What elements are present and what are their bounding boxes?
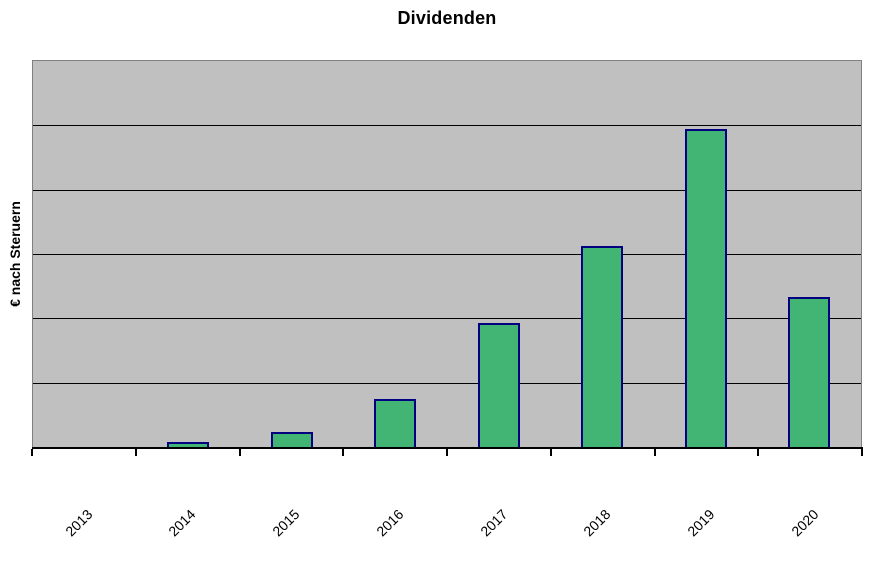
bar-2017 xyxy=(477,323,520,447)
gridline xyxy=(33,318,861,320)
bar-2018 xyxy=(581,246,624,447)
x-axis-labels: 2013 2014 2015 2016 2017 2018 2019 2020 xyxy=(32,448,862,568)
x-tick xyxy=(134,449,137,456)
x-label-text: 2020 xyxy=(788,506,822,540)
x-axis-ticks xyxy=(31,449,863,457)
x-label-text: 2019 xyxy=(684,506,718,540)
x-label-text: 2013 xyxy=(61,506,96,540)
x-label-text: 2016 xyxy=(373,506,407,540)
x-tick xyxy=(757,449,760,456)
x-label-text: 2017 xyxy=(476,506,511,540)
bar-2016 xyxy=(374,399,417,447)
gridline xyxy=(33,189,861,191)
x-label-text: 2015 xyxy=(269,506,303,540)
bar-2020 xyxy=(788,297,831,447)
plot-area xyxy=(32,60,862,448)
x-tick xyxy=(342,449,345,456)
y-axis-label: € nach Steruern xyxy=(7,201,23,307)
x-tick xyxy=(238,449,241,456)
bar-2014 xyxy=(167,441,210,447)
x-tick xyxy=(31,449,33,456)
gridline xyxy=(33,382,861,384)
gridline xyxy=(33,125,861,127)
x-label-text: 2018 xyxy=(580,506,614,540)
gridline xyxy=(33,254,861,255)
x-tick xyxy=(861,449,863,456)
x-tick xyxy=(446,449,448,456)
x-tick xyxy=(549,449,552,456)
chart-title: Dividenden xyxy=(397,8,497,28)
x-label-text: 2014 xyxy=(165,506,199,540)
x-tick xyxy=(653,449,656,456)
bar-2015 xyxy=(270,432,313,447)
bar-2019 xyxy=(684,128,727,447)
x-axis-line xyxy=(32,447,863,449)
